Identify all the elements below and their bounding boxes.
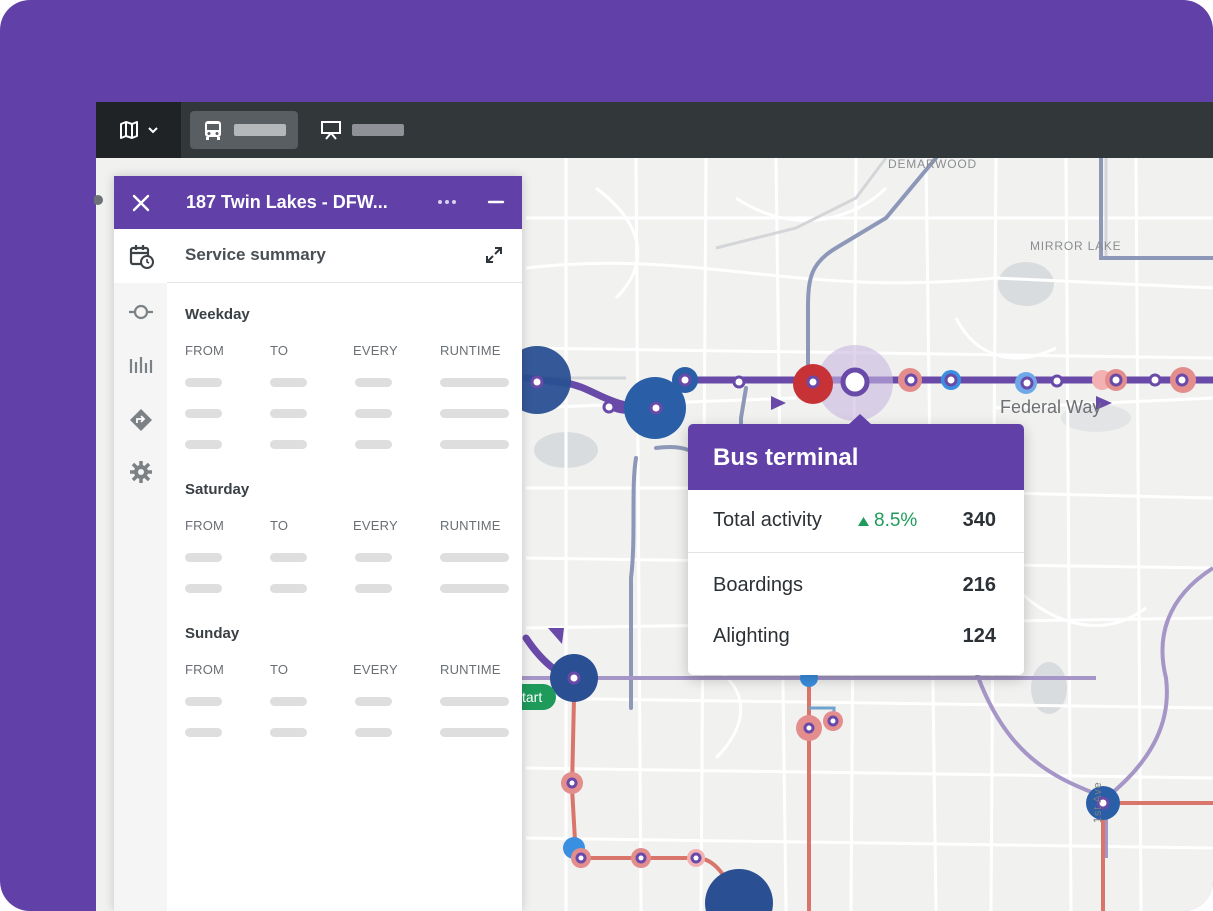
- tab-presentation-label: [352, 124, 404, 136]
- panel-content: Service summary Weekday FROM TO EVERY RU…: [167, 229, 522, 911]
- map-menu-button[interactable]: [96, 102, 181, 158]
- minimize-icon[interactable]: [486, 192, 506, 212]
- popup-divider: [688, 552, 1024, 553]
- delta-value: 8.5%: [874, 510, 918, 531]
- section-title: Service summary: [185, 245, 326, 264]
- chevron-down-icon: [147, 127, 158, 134]
- rail-active-indicator: [114, 229, 167, 283]
- calendar-clock-icon[interactable]: [128, 243, 154, 269]
- popup-header: Bus terminal: [688, 424, 1024, 490]
- col-from: FROM: [185, 518, 225, 533]
- settings-peek-icon: [94, 195, 103, 205]
- bar-chart-icon[interactable]: [128, 353, 154, 379]
- total-activity-value: 340: [962, 509, 996, 531]
- map-canvas: [503, 158, 1213, 911]
- sunday-title: Sunday: [185, 625, 240, 642]
- weekday-title: Weekday: [185, 306, 250, 323]
- expand-icon[interactable]: [484, 245, 504, 265]
- tab-presentation[interactable]: [308, 111, 418, 149]
- presentation-icon: [321, 121, 341, 140]
- col-to: TO: [270, 662, 289, 677]
- bus-terminal-popup: Bus terminal Total activity 8.5% 340 Boa…: [688, 414, 1024, 675]
- alighting-label: Alighting: [713, 625, 790, 647]
- alighting-value: 124: [962, 625, 996, 647]
- col-every: EVERY: [353, 518, 398, 533]
- boardings-value: 216: [962, 574, 996, 596]
- gear-icon[interactable]: [128, 459, 154, 485]
- col-runtime: RUNTIME: [440, 662, 501, 677]
- col-to: TO: [270, 343, 289, 358]
- more-options-icon[interactable]: [436, 192, 458, 212]
- col-from: FROM: [185, 343, 225, 358]
- panel-title: 187 Twin Lakes - DFW...: [186, 192, 388, 212]
- col-to: TO: [270, 518, 289, 533]
- map-label-mirror-lake: MIRROR LAKE: [1030, 239, 1122, 253]
- trend-up-icon: [858, 516, 869, 526]
- map-icon: [119, 121, 138, 139]
- close-icon[interactable]: [131, 193, 151, 213]
- map-label-demarwood: DEMARWOOD: [888, 157, 977, 171]
- start-marker[interactable]: tart: [500, 684, 556, 710]
- panel-side-rail: [114, 229, 167, 911]
- saturday-title: Saturday: [185, 481, 250, 498]
- col-runtime: RUNTIME: [440, 518, 501, 533]
- service-summary-header: Service summary: [167, 229, 522, 283]
- total-activity-label: Total activity: [713, 509, 822, 531]
- map-label-federal-way: Federal Way: [1000, 397, 1102, 417]
- col-from: FROM: [185, 662, 225, 677]
- col-every: EVERY: [353, 662, 398, 677]
- boardings-label: Boardings: [713, 574, 804, 596]
- total-activity-delta: 8.5%: [858, 510, 917, 532]
- map-label-street: 1st Ave: [1092, 781, 1104, 823]
- popup-caret: [848, 414, 872, 425]
- top-toolbar: [96, 102, 1213, 158]
- directions-icon[interactable]: [128, 407, 154, 433]
- route-panel: 187 Twin Lakes - DFW...: [114, 176, 522, 911]
- bus-icon: [205, 121, 221, 140]
- col-every: EVERY: [353, 343, 398, 358]
- stop-icon[interactable]: [128, 299, 154, 325]
- col-runtime: RUNTIME: [440, 343, 501, 358]
- tab-bus[interactable]: [190, 111, 298, 149]
- panel-header: 187 Twin Lakes - DFW...: [114, 176, 522, 229]
- popup-title: Bus terminal: [713, 444, 859, 471]
- tab-bus-label: [234, 124, 286, 136]
